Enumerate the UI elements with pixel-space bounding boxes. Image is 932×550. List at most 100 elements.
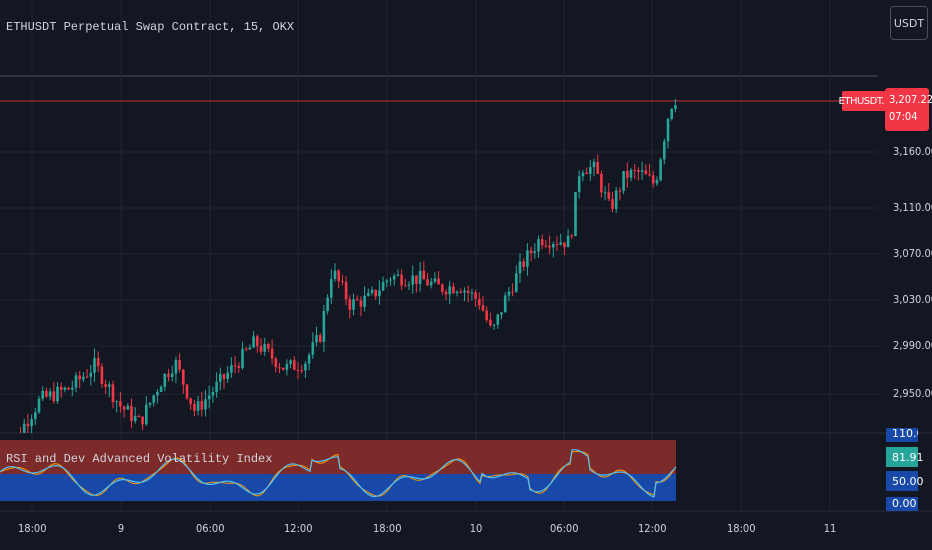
- candle: [507, 287, 511, 302]
- candle: [318, 332, 322, 344]
- indicator-pane: [0, 440, 677, 501]
- candle: [640, 161, 644, 180]
- candle: [381, 276, 385, 292]
- candle: [111, 380, 115, 409]
- candle: [526, 243, 529, 276]
- candle: [337, 269, 340, 289]
- candle: [359, 296, 363, 317]
- candle: [426, 272, 429, 286]
- candle: [300, 364, 303, 374]
- candle: [433, 272, 437, 284]
- candle: [34, 407, 37, 425]
- candle: [278, 363, 281, 374]
- candle: [614, 186, 618, 214]
- candle: [56, 381, 59, 404]
- candle: [559, 233, 562, 246]
- time-label: 11: [823, 522, 837, 535]
- candle: [85, 368, 89, 379]
- candle: [481, 296, 485, 312]
- candle: [233, 356, 237, 374]
- candle: [470, 288, 474, 301]
- candle: [670, 108, 673, 121]
- candle: [489, 312, 492, 328]
- candle: [293, 356, 296, 371]
- candle: [596, 154, 599, 175]
- candle: [400, 269, 403, 291]
- time-label: 18:00: [727, 522, 756, 535]
- currency-button[interactable]: USDT: [890, 6, 928, 40]
- candle: [333, 263, 337, 282]
- time-label: 06:00: [196, 522, 225, 535]
- candle: [163, 372, 167, 392]
- candle: [63, 386, 67, 393]
- candle: [563, 242, 566, 255]
- candle: [115, 400, 118, 413]
- candle: [404, 278, 407, 287]
- candle: [448, 280, 451, 305]
- last-price-tag: 3,207.22 07:04: [885, 88, 932, 131]
- candle: [67, 386, 70, 391]
- candle: [385, 278, 389, 288]
- price-scale-label: 3,160.00: [893, 145, 932, 158]
- candle: [529, 246, 533, 262]
- time-label: 10: [469, 522, 483, 535]
- candle: [548, 235, 551, 254]
- candle: [330, 269, 333, 305]
- candle: [26, 414, 30, 433]
- candle: [496, 313, 500, 329]
- candle: [389, 277, 392, 286]
- candle: [71, 380, 74, 397]
- candle: [629, 167, 633, 182]
- candle: [500, 312, 503, 320]
- indicator-scale-bottom: 0.00: [886, 497, 918, 511]
- candle: [415, 275, 418, 293]
- candle: [252, 331, 255, 348]
- candle: [466, 285, 470, 303]
- candle: [666, 117, 670, 149]
- candle: [74, 371, 78, 393]
- candle: [222, 373, 226, 389]
- time-label: 9: [117, 522, 125, 535]
- candle: [267, 342, 270, 353]
- candle: [119, 392, 122, 413]
- time-label: 18:00: [18, 522, 47, 535]
- candle: [618, 187, 622, 201]
- candle: [378, 280, 381, 305]
- candle: [574, 191, 577, 237]
- candle: [463, 287, 466, 302]
- candle: [296, 362, 300, 379]
- candle: [152, 394, 155, 407]
- candle: [352, 293, 355, 316]
- candle: [555, 236, 559, 252]
- candle: [533, 243, 537, 259]
- candle: [637, 167, 640, 181]
- price-scale-label: 2,950.00: [893, 387, 932, 400]
- candle: [607, 183, 611, 202]
- price-scale-label: 3,070.00: [893, 247, 932, 260]
- candle: [193, 399, 196, 417]
- candle: [185, 383, 189, 401]
- candle: [341, 274, 344, 286]
- candle: [237, 362, 241, 373]
- candle: [518, 253, 522, 283]
- candle: [52, 381, 56, 404]
- candle: [289, 359, 292, 369]
- indicator-scale-top: 110.00: [886, 428, 918, 442]
- candle: [96, 351, 100, 373]
- candle: [137, 414, 141, 418]
- candle: [263, 337, 266, 356]
- candle: [126, 403, 130, 410]
- candle: [592, 158, 596, 177]
- candle: [355, 295, 359, 302]
- candle: [259, 338, 263, 355]
- candle: [45, 387, 48, 399]
- candle: [544, 239, 548, 249]
- indicator-main-line: [0, 449, 677, 498]
- candle: [78, 370, 81, 389]
- candle: [241, 341, 244, 370]
- candle: [256, 334, 259, 353]
- candle: [600, 170, 603, 198]
- candlestick-series: [20, 99, 677, 433]
- candle: [485, 306, 488, 323]
